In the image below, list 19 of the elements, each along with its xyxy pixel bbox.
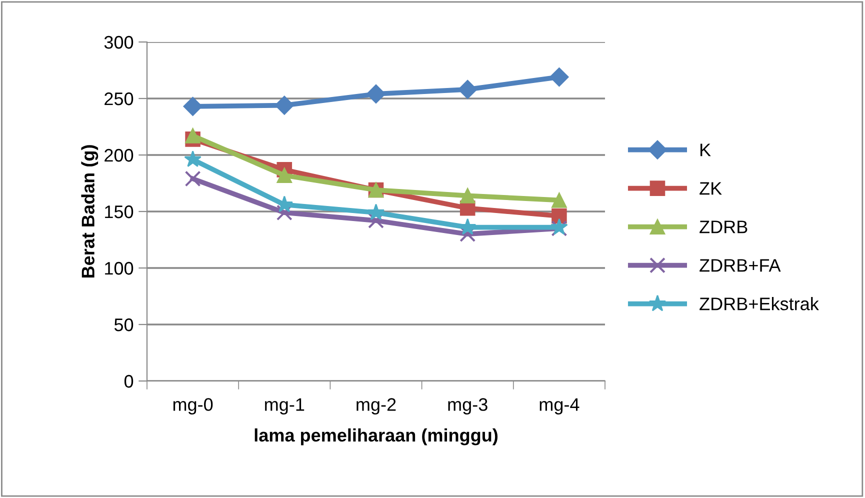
y-tick-label: 300	[104, 36, 134, 49]
y-tick-label: 150	[105, 205, 134, 218]
x-axis-title: lama pemeliharaan (minggu)	[254, 428, 498, 446]
x-tick-label: mg-4	[540, 398, 580, 414]
x-tick-label: mg-1	[265, 398, 304, 414]
y-tick-label: 50	[114, 318, 134, 332]
y-tick-label: 250	[104, 92, 134, 106]
y-tick-label: 0	[124, 374, 134, 388]
x-tick-label: mg-0	[173, 398, 213, 414]
x-tick-label: mg-3	[448, 398, 488, 414]
y-axis-title: Berat Badan (g)	[81, 145, 98, 278]
y-tick-label: 100	[105, 262, 134, 275]
legend-label: ZDRB	[700, 220, 748, 234]
x-tick-label: mg-2	[356, 398, 396, 414]
legend-label: ZK	[700, 182, 722, 195]
legend-label: K	[700, 144, 711, 156]
legend-label: ZDRB+FA	[700, 259, 781, 272]
legend-label: ZDRB+Ekstrak	[700, 297, 819, 310]
y-tick-label: 200	[104, 148, 134, 162]
